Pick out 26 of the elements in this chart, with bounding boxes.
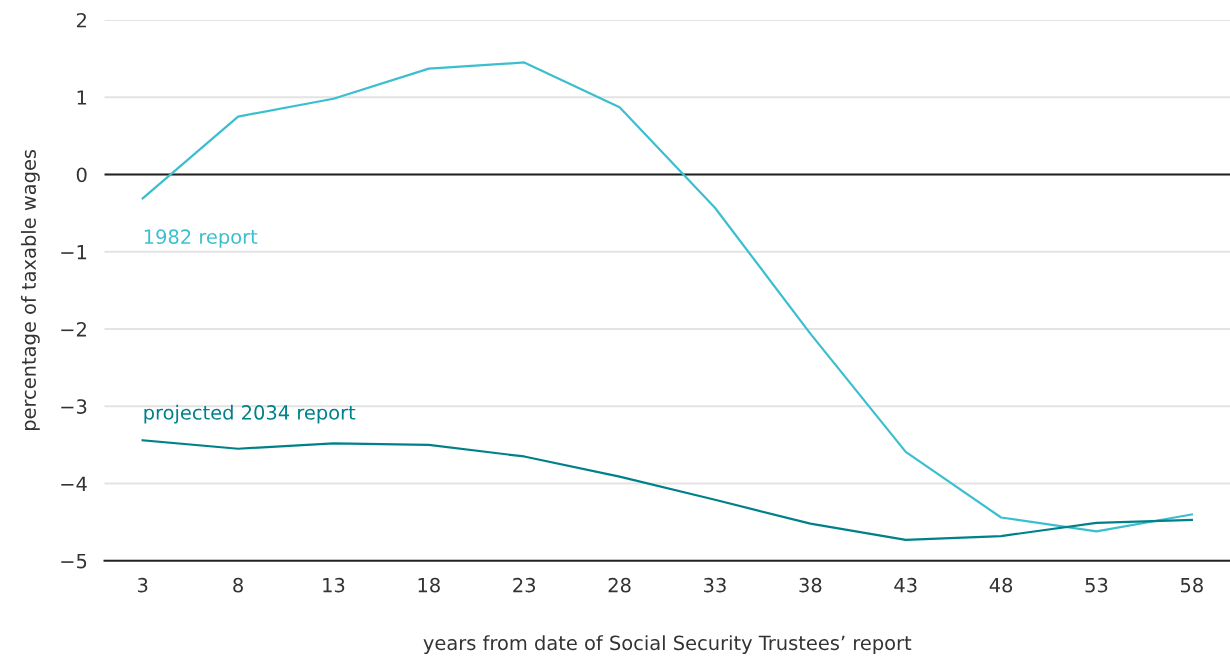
- x-tick-label: 13: [323, 577, 345, 593]
- x-tick-label: 43: [894, 577, 917, 593]
- series-label: 1982 report: [144, 229, 258, 248]
- series-label: projected 2034 report: [144, 404, 356, 424]
- y-tick-label: −1: [61, 244, 87, 260]
- y-tick-label: −4: [61, 476, 87, 491]
- y-tick-label: −5: [61, 553, 87, 569]
- x-tick-label: 3: [138, 577, 148, 593]
- y-tick-label: −2: [61, 321, 86, 337]
- x-tick-label: 18: [418, 577, 440, 593]
- y-axis-title: percentage of taxable wages: [20, 149, 40, 431]
- y-tick-label: 0: [76, 167, 87, 183]
- line-series: [141, 61, 1193, 533]
- x-tick-label: 33: [704, 577, 726, 593]
- x-tick-label: 48: [989, 577, 1013, 593]
- y-tick-label: 1: [77, 90, 87, 105]
- x-axis-title: years from date of Social Security Trustees’ report: [423, 635, 912, 654]
- x-tick-label: 38: [799, 577, 822, 593]
- x-tick-label: 58: [1180, 577, 1203, 593]
- x-tick-label: 8: [233, 577, 243, 593]
- y-tick-label: −3: [61, 399, 87, 414]
- y-tick-label: 2: [76, 12, 86, 28]
- x-tick-label: 28: [608, 577, 631, 593]
- x-tick-label: 53: [1085, 577, 1108, 593]
- line-series: [141, 439, 1193, 542]
- x-tick-label: 23: [513, 577, 536, 593]
